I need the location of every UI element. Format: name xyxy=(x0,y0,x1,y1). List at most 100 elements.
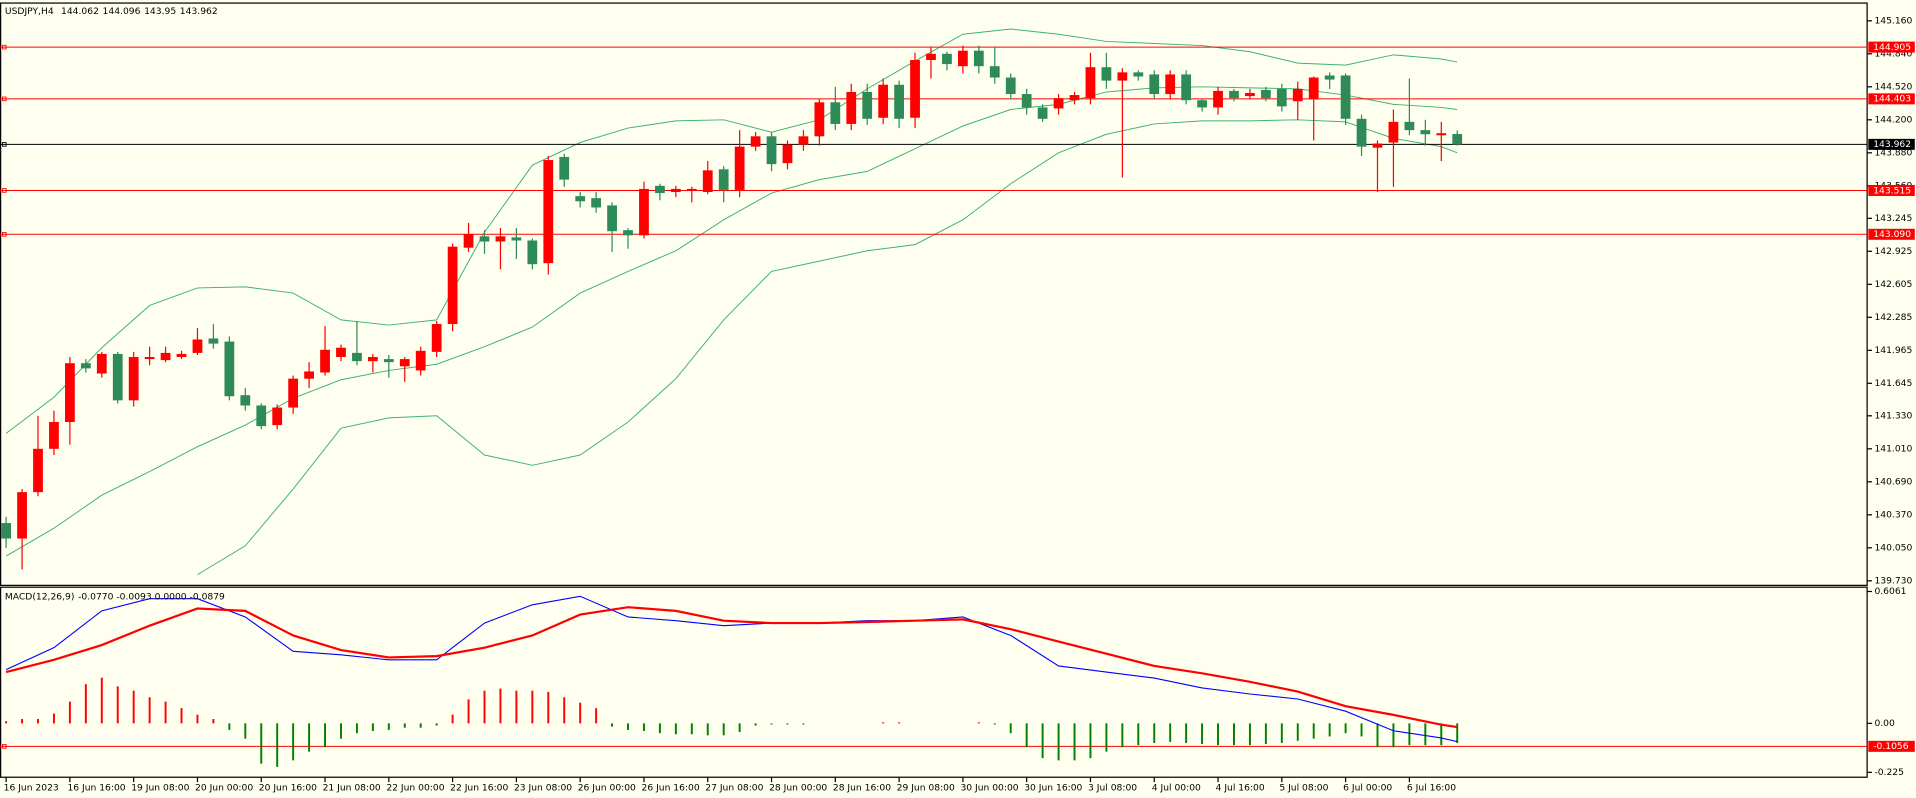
candle-body xyxy=(973,50,984,67)
candle-body xyxy=(80,363,91,369)
candle-body xyxy=(367,357,378,362)
x-tick-label: 6 Jul 00:00 xyxy=(1343,783,1392,794)
candle-body xyxy=(1149,74,1160,95)
candle-body xyxy=(208,338,219,344)
y-tick-label: 144.200 xyxy=(1874,114,1912,125)
y-tick-label: 0.00 xyxy=(1874,718,1895,729)
candle-body xyxy=(463,234,474,248)
candle-body xyxy=(1101,67,1112,81)
x-tick-label: 5 Jul 08:00 xyxy=(1279,783,1328,794)
candle-body xyxy=(128,357,139,401)
candle-body xyxy=(272,407,283,426)
y-tick-label: 144.840 xyxy=(1874,48,1912,59)
candle-body xyxy=(1245,92,1255,97)
y-tick-label: 140.370 xyxy=(1874,509,1912,520)
y-tick-label: 143.245 xyxy=(1874,213,1912,224)
candle-body xyxy=(766,136,777,165)
candle-body xyxy=(1053,98,1064,109)
x-tick-label: 22 Jun 16:00 xyxy=(450,783,508,794)
x-tick-label: 20 Jun 16:00 xyxy=(259,783,317,794)
y-tick-label: 144.520 xyxy=(1874,81,1912,92)
candle-body xyxy=(256,405,267,427)
x-tick-label: 4 Jul 16:00 xyxy=(1216,783,1265,794)
x-tick-label: 19 Jun 08:00 xyxy=(131,783,189,794)
candle-body xyxy=(1181,74,1192,101)
level-label: 143.515 xyxy=(1873,185,1911,196)
candle-body xyxy=(1021,94,1032,108)
x-tick-label: 3 Jul 08:00 xyxy=(1088,783,1137,794)
y-tick-label: 143.880 xyxy=(1874,147,1912,158)
level-label: 144.905 xyxy=(1873,42,1911,53)
candle-body xyxy=(1260,89,1271,99)
candle-body xyxy=(17,492,27,539)
candle-body xyxy=(399,359,410,367)
level-handle xyxy=(2,188,7,193)
candle-body xyxy=(575,196,586,202)
candle-body xyxy=(1276,88,1287,107)
y-tick-label: 141.330 xyxy=(1874,410,1912,421)
candle-body xyxy=(511,237,522,241)
x-tick-label: 20 Jun 00:00 xyxy=(195,783,253,794)
y-tick-label: 141.010 xyxy=(1874,443,1912,454)
candle-body xyxy=(862,91,873,119)
candle-body xyxy=(989,66,1000,78)
macd-signal-line xyxy=(5,606,1458,729)
x-tick-label: 28 Jun 16:00 xyxy=(833,783,891,794)
candle-body xyxy=(1165,74,1176,95)
candle-body xyxy=(1420,130,1431,135)
y-tick-label: 141.645 xyxy=(1874,378,1912,389)
y-tick-label: 140.690 xyxy=(1874,476,1912,487)
header-field: MACD(12,26,9) xyxy=(5,591,75,602)
x-tick-label: 22 Jun 00:00 xyxy=(386,783,444,794)
candle-body xyxy=(830,102,841,124)
candle-body xyxy=(1069,95,1080,101)
candle-body xyxy=(543,160,554,264)
candle-body xyxy=(65,363,75,422)
header-field: USDJPY,H4 xyxy=(5,5,54,16)
level-handle xyxy=(2,44,7,50)
candle-body xyxy=(814,102,825,137)
macd-level-label: -0.1056 xyxy=(1873,741,1909,752)
candle-body xyxy=(1229,90,1239,99)
level-handle xyxy=(2,96,7,102)
level-label: 143.090 xyxy=(1873,229,1911,240)
candle-body xyxy=(958,50,968,67)
y-tick-label: 142.285 xyxy=(1874,312,1912,323)
macd-frame xyxy=(0,586,1868,778)
candle-body xyxy=(1085,67,1096,99)
macd-level-box xyxy=(1868,740,1915,752)
candle-body xyxy=(192,339,203,353)
price-handle xyxy=(2,142,7,147)
candle-body xyxy=(1,523,11,539)
candle-body xyxy=(320,349,330,373)
candle-body xyxy=(49,421,59,449)
candle-body xyxy=(639,188,649,236)
candle-body xyxy=(1037,107,1048,119)
level-box xyxy=(1868,228,1915,240)
candle-body xyxy=(160,352,171,361)
x-tick-label: 23 Jun 08:00 xyxy=(514,783,572,794)
x-tick-label: 27 Jun 08:00 xyxy=(705,783,763,794)
main-frame xyxy=(0,2,1868,586)
candle-body xyxy=(144,357,155,360)
candle-body xyxy=(304,371,314,379)
candle-body xyxy=(623,230,633,236)
candle-body xyxy=(447,246,458,325)
candle-body xyxy=(479,236,490,242)
macd-header: MACD(12,26,9) -0.0770 -0.0093 0.0000 -0.0… xyxy=(5,591,225,602)
candle-body xyxy=(176,353,187,358)
header-field: 144.096 xyxy=(103,5,141,16)
header-field: 143.95 xyxy=(144,5,176,16)
x-tick-label: 21 Jun 08:00 xyxy=(323,783,381,794)
candle-body xyxy=(288,378,299,408)
candle-body xyxy=(782,144,793,164)
price-label: 143.962 xyxy=(1873,139,1911,150)
candle-body xyxy=(1197,100,1207,108)
candle-body xyxy=(559,156,570,180)
y-tick-label: 139.730 xyxy=(1874,575,1912,586)
candle-body xyxy=(607,205,617,232)
candle-body xyxy=(240,395,251,406)
